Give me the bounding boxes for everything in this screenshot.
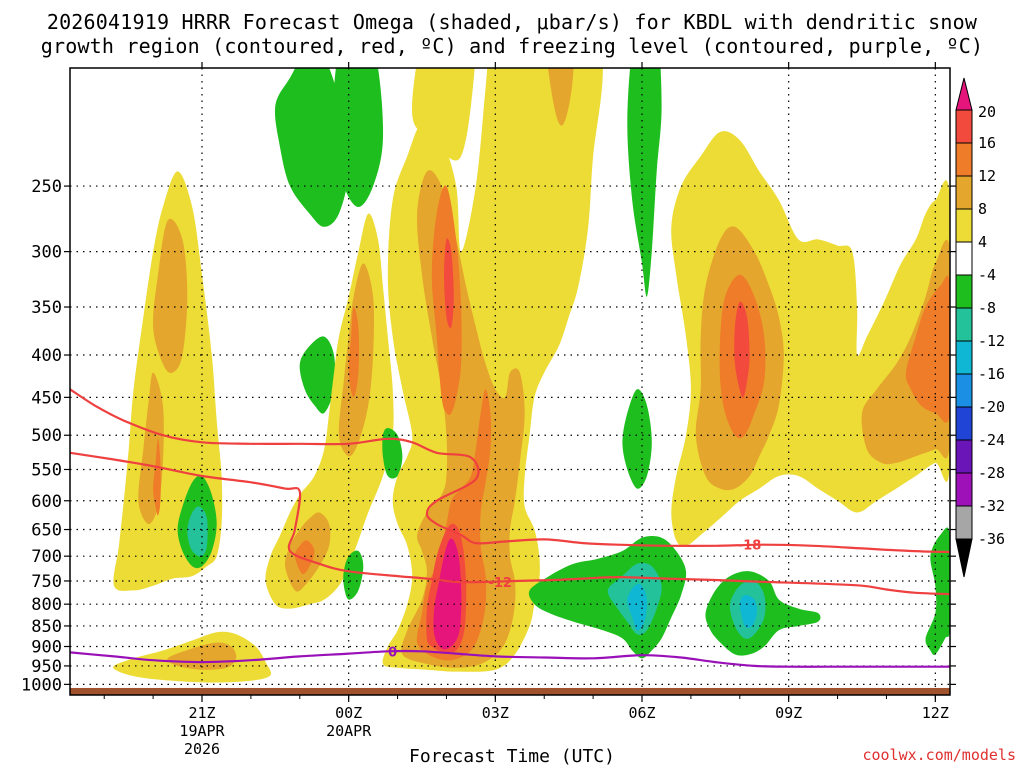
x-axis-title: Forecast Time (UTC) [409, 746, 615, 767]
omega-region-9 [187, 506, 208, 557]
omega-region-22 [444, 238, 454, 329]
y-tick-label-950: 950 [31, 657, 62, 677]
colorbar-label--28: -28 [978, 464, 1005, 482]
x-tick-label-12Z: 12Z [922, 704, 949, 722]
omega-region-24 [433, 538, 462, 650]
y-tick-label-550: 550 [31, 460, 62, 480]
plot-frame [69, 67, 951, 696]
y-tick-label-350: 350 [31, 298, 62, 318]
contour-label-1: -12 [488, 576, 512, 591]
colorbar-label--4: -4 [978, 266, 996, 284]
colorbar-label-12: 12 [978, 167, 996, 185]
colorbar-swatch-9 [955, 373, 973, 408]
y-tick-label-900: 900 [31, 638, 62, 658]
y-tick-label-750: 750 [31, 572, 62, 592]
omega-region-15 [348, 306, 360, 398]
colorbar-top-arrow [955, 77, 973, 111]
colorbar-swatch-7 [955, 307, 973, 342]
colorbar-label-16: 16 [978, 134, 996, 152]
colorbar-label--8: -8 [978, 299, 996, 317]
chart-title-line-1: 2026041919 HRRR Forecast Omega (shaded, … [46, 10, 978, 34]
contour-1 [70, 451, 950, 596]
colorbar-label--24: -24 [978, 431, 1005, 449]
x-tick-label-03Z: 03Z [482, 704, 509, 722]
omega-region-28 [622, 389, 652, 489]
x-tick-label-06Z: 06Z [628, 704, 655, 722]
y-tick-label-450: 450 [31, 388, 62, 408]
contour-2 [70, 649, 950, 668]
colorbar-swatch-4 [955, 208, 973, 243]
omega-region-41 [739, 594, 757, 629]
colorbar-label--16: -16 [978, 365, 1005, 383]
colorbar-swatch-6 [955, 274, 973, 309]
colorbar-swatch-10 [955, 406, 973, 441]
omega-region-25 [411, 68, 475, 161]
y-tick-label-300: 300 [31, 243, 62, 263]
y-tick-label-500: 500 [31, 426, 62, 446]
omega-region-10 [299, 336, 336, 414]
omega-region-38 [905, 275, 950, 423]
omega-region-1 [167, 642, 237, 670]
omega-region-27 [627, 68, 662, 297]
colorbar-label-20: 20 [978, 103, 996, 121]
x-tick-label-00Z: 00Z [335, 704, 362, 722]
colorbar-swatch-3 [955, 175, 973, 210]
colorbar-swatch-11 [955, 439, 973, 474]
colorbar-swatch-2 [955, 142, 973, 177]
ground-terrain [70, 687, 950, 695]
omega-region-36 [734, 301, 750, 398]
colorbar-swatch-13 [955, 505, 973, 540]
y-tick-label-800: 800 [31, 595, 62, 615]
colorbar-label-8: 8 [978, 200, 987, 218]
omega-region-26 [548, 68, 574, 126]
y-tick-label-700: 700 [31, 547, 62, 567]
y-tick-label-850: 850 [31, 617, 62, 637]
colorbar-label--36: -36 [978, 530, 1005, 548]
y-tick-label-1000: 1000 [21, 675, 62, 695]
y-tick-label-400: 400 [31, 346, 62, 366]
omega-region-17 [382, 428, 403, 479]
x-tick-year-21Z: 2026 [184, 740, 220, 758]
x-tick-label-21Z: 21Z [188, 704, 215, 722]
y-tick-label-600: 600 [31, 492, 62, 512]
y-tick-label-650: 650 [31, 521, 62, 541]
colorbar-label-4: 4 [978, 233, 987, 251]
contour-label-2: 0 [388, 645, 397, 660]
x-tick-date-21Z: 19APR [179, 722, 225, 740]
x-tick-label-09Z: 09Z [775, 704, 802, 722]
colorbar-label--20: -20 [978, 398, 1005, 416]
colorbar-label--32: -32 [978, 497, 1005, 515]
contour-0 [70, 388, 950, 554]
colorbar-swatch-5 [955, 241, 973, 276]
omega-region-13 [294, 540, 315, 575]
colorbar-swatch-8 [955, 340, 973, 375]
colorbar-swatch-1 [955, 109, 973, 144]
colorbar-bottom-arrow [955, 538, 973, 578]
omega-region-42 [925, 527, 950, 655]
x-tick-date-00Z: 20APR [326, 722, 372, 740]
colorbar-label--12: -12 [978, 332, 1005, 350]
omega-region-4 [152, 218, 188, 373]
colorbar-swatch-12 [955, 472, 973, 507]
y-tick-label-250: 250 [31, 177, 62, 197]
omega-region-5 [153, 438, 161, 516]
chart-title-line-2: growth region (contoured, red, ºC) and f… [40, 34, 984, 58]
credit-link[interactable]: coolwx.com/models [862, 746, 1016, 764]
omega-region-7 [274, 68, 349, 227]
contour-label-0: -18 [738, 539, 762, 554]
